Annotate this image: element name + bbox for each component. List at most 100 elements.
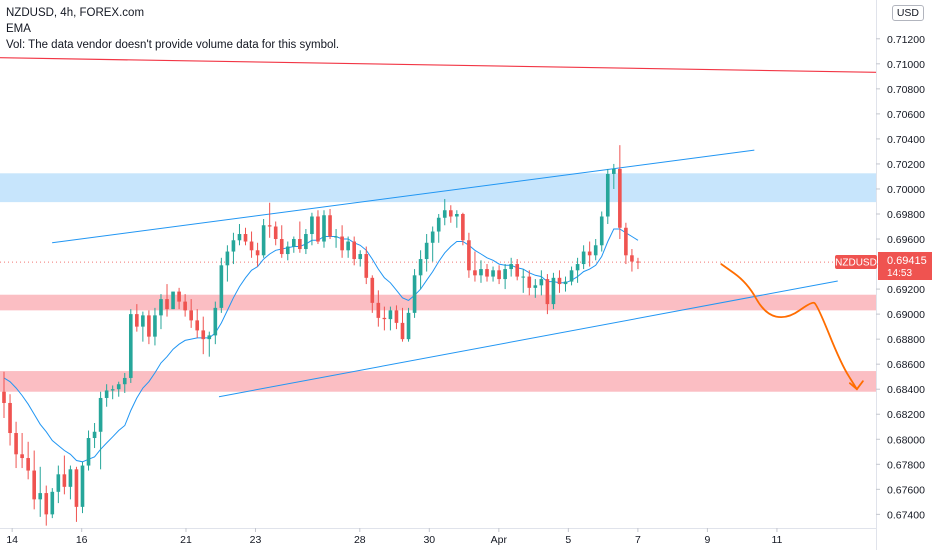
candle	[430, 226, 435, 262]
candle	[515, 259, 520, 281]
time-tick-label: 28	[354, 534, 366, 546]
candle-body	[279, 239, 284, 255]
candle-body	[261, 225, 266, 256]
candle-body	[618, 168, 622, 228]
candle	[26, 441, 30, 480]
candle	[557, 270, 562, 293]
candle-body	[533, 285, 538, 288]
candle-body	[32, 470, 36, 500]
candle	[418, 250, 423, 290]
price-tick-label: 0.67400	[887, 509, 925, 521]
candle-body	[147, 315, 151, 337]
candle-body	[14, 433, 18, 455]
candle	[249, 231, 254, 258]
price-tick-label: 0.69000	[887, 309, 925, 321]
candle-body	[334, 236, 338, 238]
candle-body	[467, 240, 471, 271]
candle-body	[219, 265, 224, 308]
candle	[316, 210, 320, 245]
candle	[74, 466, 79, 522]
candle-body	[569, 270, 574, 282]
candle-body	[74, 469, 79, 507]
candle-body	[352, 241, 356, 260]
candle-body	[122, 377, 127, 385]
price-tick-label: 0.70200	[887, 159, 925, 171]
candle	[261, 219, 266, 258]
candle	[8, 394, 12, 446]
candle	[612, 163, 616, 189]
price-tick-label: 0.68000	[887, 434, 925, 446]
candle	[153, 307, 157, 346]
candle-body	[110, 389, 115, 391]
candle-body	[171, 291, 175, 310]
candle	[171, 291, 175, 310]
time-axis[interactable]: 14 16 21 23 28 30 Apr 5 7 9 11	[6, 528, 783, 546]
symbol-title[interactable]: NZDUSD, 4h, FOREX.com	[6, 7, 145, 19]
candle	[551, 272, 556, 310]
candle	[624, 222, 628, 265]
time-tick-label: 23	[250, 534, 262, 546]
candle-body	[388, 310, 393, 320]
candle-body	[310, 216, 314, 235]
candle-body	[62, 474, 67, 487]
candle	[68, 465, 73, 500]
candle	[376, 290, 381, 327]
candle	[406, 307, 411, 342]
candle-body	[599, 216, 604, 246]
price-tag-countdown: 14:53	[887, 268, 912, 279]
candle	[412, 269, 417, 318]
candle-body	[473, 270, 477, 276]
candle	[159, 294, 163, 330]
candle	[563, 276, 568, 292]
drawings-layer	[0, 57, 877, 398]
candle	[231, 232, 236, 265]
candle-body	[412, 275, 417, 313]
candle-body	[304, 234, 308, 250]
candle	[267, 202, 272, 238]
candle-body	[624, 227, 628, 256]
candle	[255, 242, 260, 267]
candle	[346, 236, 350, 258]
candle	[225, 245, 230, 282]
candle-body	[249, 241, 254, 251]
candle-body	[165, 299, 169, 310]
candle-body	[376, 302, 381, 318]
candle-body	[116, 384, 121, 390]
candle	[581, 245, 586, 270]
candle	[147, 310, 151, 345]
candle-body	[298, 239, 302, 250]
candle	[14, 421, 18, 469]
candle	[340, 225, 344, 258]
candle	[32, 450, 36, 510]
time-tick-label: 21	[180, 534, 192, 546]
price-axis[interactable]: 0.71200 0.71000 0.70800 0.70600 0.70400 0.702…	[876, 34, 925, 522]
candle-body	[56, 474, 61, 492]
candle-body	[177, 291, 181, 302]
candle	[569, 266, 574, 286]
currency-button[interactable]: USD	[891, 5, 924, 21]
candle	[388, 306, 393, 331]
support-zone-upper	[0, 294, 876, 311]
candle-body	[545, 279, 550, 305]
volume-note: Vol: The data vendor doesn't provide vol…	[6, 39, 340, 51]
candle-body	[382, 317, 387, 320]
candle-body	[104, 390, 109, 398]
price-tick-label: 0.70800	[887, 84, 925, 96]
candle-body	[539, 279, 544, 286]
candle	[122, 372, 127, 393]
candle-body	[400, 322, 405, 340]
candle	[141, 311, 145, 342]
indicator-ema-label[interactable]: EMA	[6, 23, 31, 35]
candle	[322, 210, 326, 248]
price-tick-label: 0.69200	[887, 284, 925, 296]
candle	[292, 236, 296, 253]
candle-body	[20, 454, 24, 459]
candle	[630, 249, 634, 272]
candle-body	[38, 493, 43, 500]
price-tick-label: 0.69600	[887, 234, 925, 246]
candle	[273, 221, 278, 246]
price-tick-label: 0.70600	[887, 109, 925, 121]
time-tick-label: 16	[76, 534, 88, 546]
